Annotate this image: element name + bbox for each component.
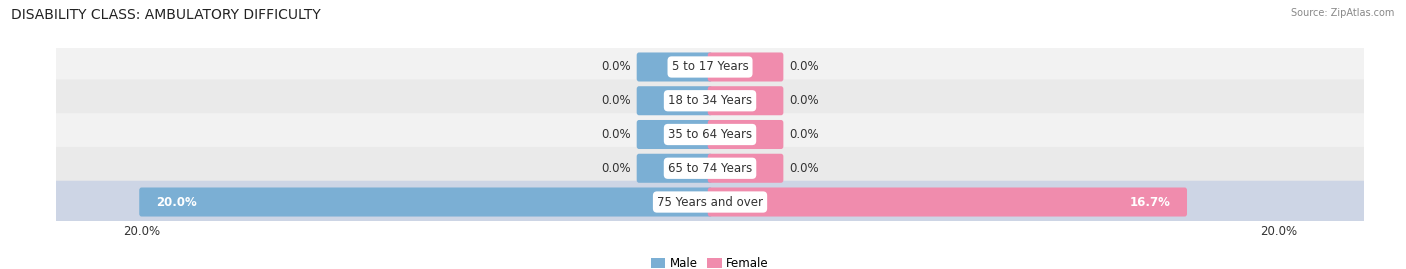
- FancyBboxPatch shape: [52, 79, 1368, 122]
- FancyBboxPatch shape: [637, 120, 713, 149]
- Text: 20.0%: 20.0%: [156, 196, 197, 208]
- FancyBboxPatch shape: [637, 52, 713, 82]
- Text: 75 Years and over: 75 Years and over: [657, 196, 763, 208]
- Text: 0.0%: 0.0%: [790, 61, 820, 73]
- Text: 35 to 64 Years: 35 to 64 Years: [668, 128, 752, 141]
- Text: 0.0%: 0.0%: [790, 94, 820, 107]
- FancyBboxPatch shape: [52, 147, 1368, 190]
- Text: Source: ZipAtlas.com: Source: ZipAtlas.com: [1291, 8, 1395, 18]
- FancyBboxPatch shape: [707, 52, 783, 82]
- Text: DISABILITY CLASS: AMBULATORY DIFFICULTY: DISABILITY CLASS: AMBULATORY DIFFICULTY: [11, 8, 321, 22]
- FancyBboxPatch shape: [637, 86, 713, 115]
- Text: 0.0%: 0.0%: [790, 162, 820, 175]
- Legend: Male, Female: Male, Female: [647, 253, 773, 269]
- FancyBboxPatch shape: [707, 187, 1187, 217]
- Text: 65 to 74 Years: 65 to 74 Years: [668, 162, 752, 175]
- FancyBboxPatch shape: [707, 154, 783, 183]
- Text: 0.0%: 0.0%: [600, 128, 630, 141]
- Text: 0.0%: 0.0%: [600, 94, 630, 107]
- FancyBboxPatch shape: [139, 187, 713, 217]
- Text: 0.0%: 0.0%: [790, 128, 820, 141]
- Text: 18 to 34 Years: 18 to 34 Years: [668, 94, 752, 107]
- FancyBboxPatch shape: [707, 120, 783, 149]
- FancyBboxPatch shape: [637, 154, 713, 183]
- Text: 0.0%: 0.0%: [600, 61, 630, 73]
- Text: 5 to 17 Years: 5 to 17 Years: [672, 61, 748, 73]
- FancyBboxPatch shape: [52, 181, 1368, 223]
- FancyBboxPatch shape: [707, 86, 783, 115]
- Text: 16.7%: 16.7%: [1129, 196, 1171, 208]
- FancyBboxPatch shape: [52, 46, 1368, 88]
- Text: 0.0%: 0.0%: [600, 162, 630, 175]
- FancyBboxPatch shape: [52, 113, 1368, 156]
